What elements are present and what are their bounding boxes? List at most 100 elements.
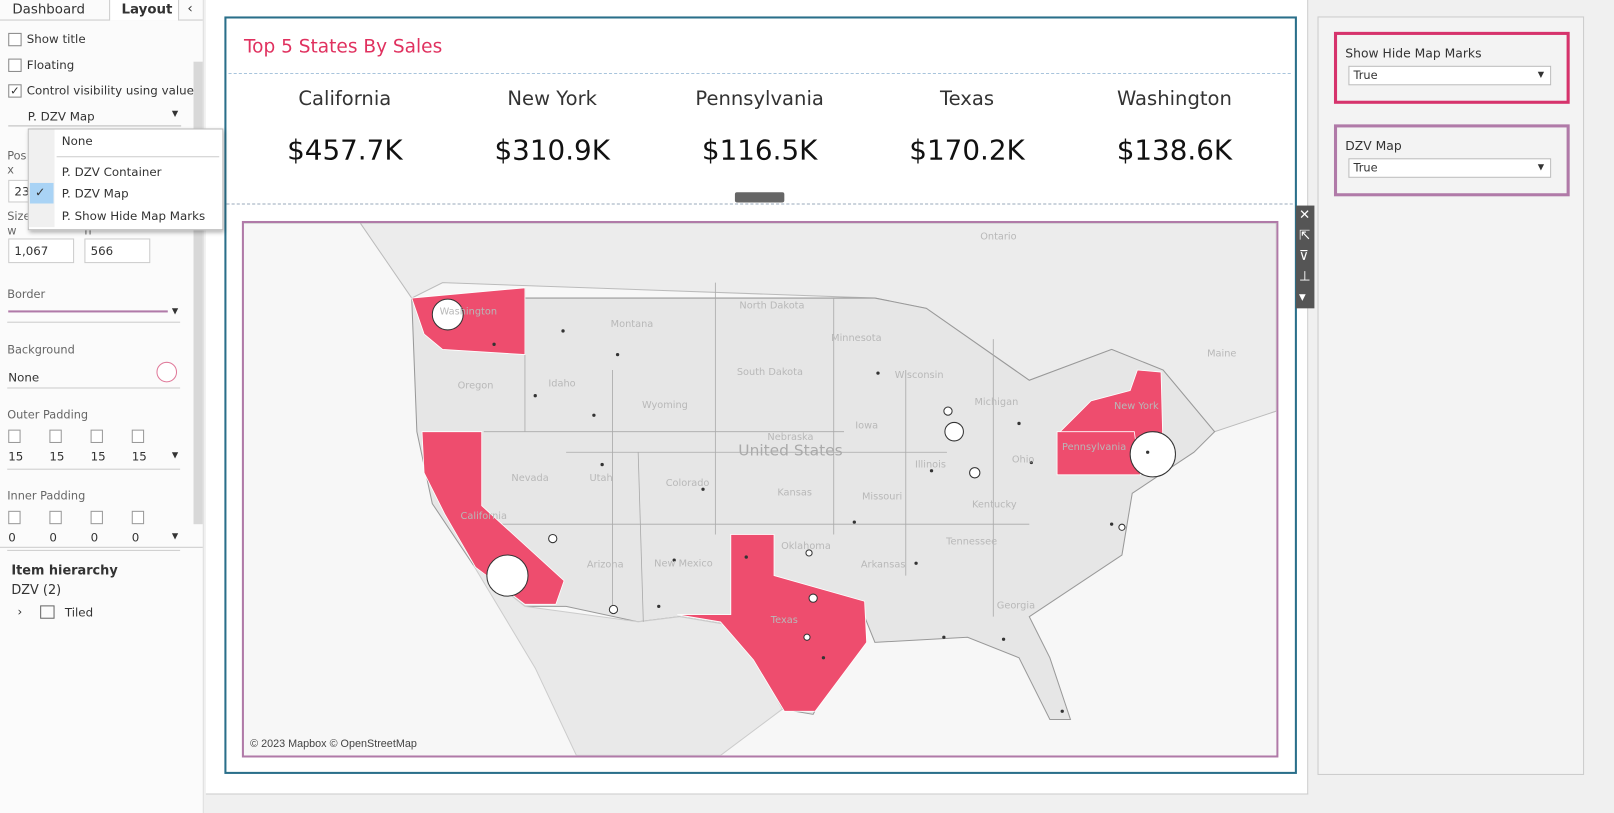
map-label: Oregon: [458, 381, 494, 392]
kpi-sales: $310.9K: [494, 134, 610, 167]
map-label: New Mexico: [654, 558, 713, 569]
location-dot: [1017, 421, 1021, 426]
tab[interactable]: Layout: [121, 2, 173, 18]
padding-icon: [90, 429, 103, 443]
location-dot: [672, 558, 676, 562]
map-layer: Ontario Washington Oregon California Nevada I…: [243, 223, 1277, 756]
location-dot: [657, 604, 661, 609]
sales-bubble: [431, 298, 464, 331]
field-select-value: P. DZV Map: [27, 108, 95, 124]
label: h: [84, 224, 92, 238]
highlighted-state: [421, 431, 565, 605]
padding-value[interactable]: 0: [131, 530, 140, 545]
location-dot: [1060, 709, 1064, 713]
dropdown-option[interactable]: None: [61, 133, 93, 149]
location-dot: [852, 520, 856, 524]
dropdown-gutter: [28, 129, 55, 228]
separator: [7, 387, 181, 389]
checkbox[interactable]: [8, 58, 22, 72]
sales-bubble: [805, 549, 813, 557]
padding-value[interactable]: 0: [90, 530, 99, 545]
scrollbar[interactable]: [193, 61, 203, 525]
padding-value[interactable]: 0: [49, 530, 57, 545]
map[interactable]: Ontario Washington Oregon California Nevada I…: [243, 223, 1277, 756]
dropdown-option[interactable]: P. DZV Map: [61, 186, 129, 201]
dropdown-arrow: ▼: [171, 306, 179, 316]
label: Size: [7, 209, 31, 224]
padding-icon: [49, 510, 62, 525]
padding-value[interactable]: 15: [131, 449, 147, 464]
check: ✓: [34, 185, 46, 200]
collapse-icon[interactable]: ‹: [187, 1, 193, 17]
padding-icon: [49, 429, 62, 443]
container: [224, 16, 1297, 774]
sales-bubble: [608, 604, 619, 615]
map-label: Ohio: [1012, 455, 1035, 466]
map-label: Missouri: [862, 492, 902, 503]
location-dot: [1001, 637, 1006, 641]
label: x: [7, 163, 14, 177]
sales-bubble: [944, 421, 964, 442]
map-label: California: [461, 511, 507, 522]
map-label: Nevada: [511, 473, 548, 484]
dropdown-option[interactable]: P. Show Hide Map Marks: [61, 208, 206, 224]
checkbox[interactable]: ✓: [8, 84, 22, 98]
separator: [7, 549, 181, 551]
sales-bubble: [1129, 431, 1176, 478]
hierarchy-root[interactable]: DZV (2): [11, 581, 62, 598]
map-label: North Dakota: [739, 300, 804, 311]
padding-icon: [131, 510, 145, 525]
padding-value[interactable]: 15: [49, 449, 65, 464]
field-select[interactable]: [8, 107, 182, 127]
color-picker[interactable]: [156, 361, 178, 383]
kpi-state: New York: [507, 87, 597, 110]
kpi-state: Washington: [1116, 87, 1232, 110]
tiled-icon: [40, 605, 55, 619]
map-label: Georgia: [997, 600, 1035, 611]
map-label: Michigan: [974, 397, 1018, 408]
map-label: Wyoming: [642, 400, 688, 411]
dropdown-menu: [27, 128, 224, 231]
filter-select[interactable]: [1348, 65, 1552, 86]
container-divider: [226, 203, 1293, 205]
padding-value[interactable]: 15: [90, 449, 106, 464]
location-dot: [914, 561, 918, 565]
highlighted-state: [1056, 431, 1141, 476]
filter-select[interactable]: [1348, 158, 1552, 178]
dashboard-title: Top 5 States By Sales: [243, 35, 443, 58]
dropdown-option[interactable]: P. DZV Container: [61, 164, 162, 179]
input[interactable]: [8, 238, 75, 264]
sales-bubble: [486, 554, 529, 597]
map-label: Arizona: [587, 559, 624, 570]
expand-icon[interactable]: ›: [17, 604, 23, 619]
drag-handle[interactable]: [734, 192, 785, 203]
sales-bubble: [808, 593, 818, 603]
checkbox[interactable]: [8, 32, 22, 47]
map-label: Montana: [611, 319, 654, 330]
map-frame: Ontario Washington Oregon California Nevada I…: [241, 220, 1279, 758]
location-dot: [929, 469, 934, 473]
border-swatch[interactable]: [8, 310, 168, 313]
location-dot: [592, 413, 596, 417]
map-label: Oklahoma: [781, 541, 831, 552]
sales-bubble: [803, 633, 811, 641]
sales-bubble: [548, 533, 558, 544]
hierarchy-child[interactable]: Tiled: [64, 605, 94, 620]
location-dot: [821, 656, 826, 660]
map-label: Wisconsin: [895, 370, 944, 381]
padding-icon: [8, 429, 21, 443]
location-dot: [1029, 460, 1034, 465]
sales-bubble: [969, 467, 981, 479]
highlighted-state: [677, 534, 868, 712]
background-value: None: [8, 370, 40, 385]
map-label: Texas: [770, 615, 798, 626]
location-dot: [615, 352, 620, 357]
padding-value[interactable]: 15: [8, 449, 24, 464]
toolbar-icons[interactable]: ✕ ⇱ ⊽ ⊥ ▾: [1298, 207, 1311, 306]
dropdown-arrow[interactable]: ▼: [171, 450, 179, 460]
padding-value[interactable]: 0: [8, 530, 16, 545]
input[interactable]: [84, 238, 151, 264]
tab[interactable]: Dashboard: [12, 2, 85, 18]
dropdown-arrow[interactable]: ▼: [171, 531, 179, 541]
